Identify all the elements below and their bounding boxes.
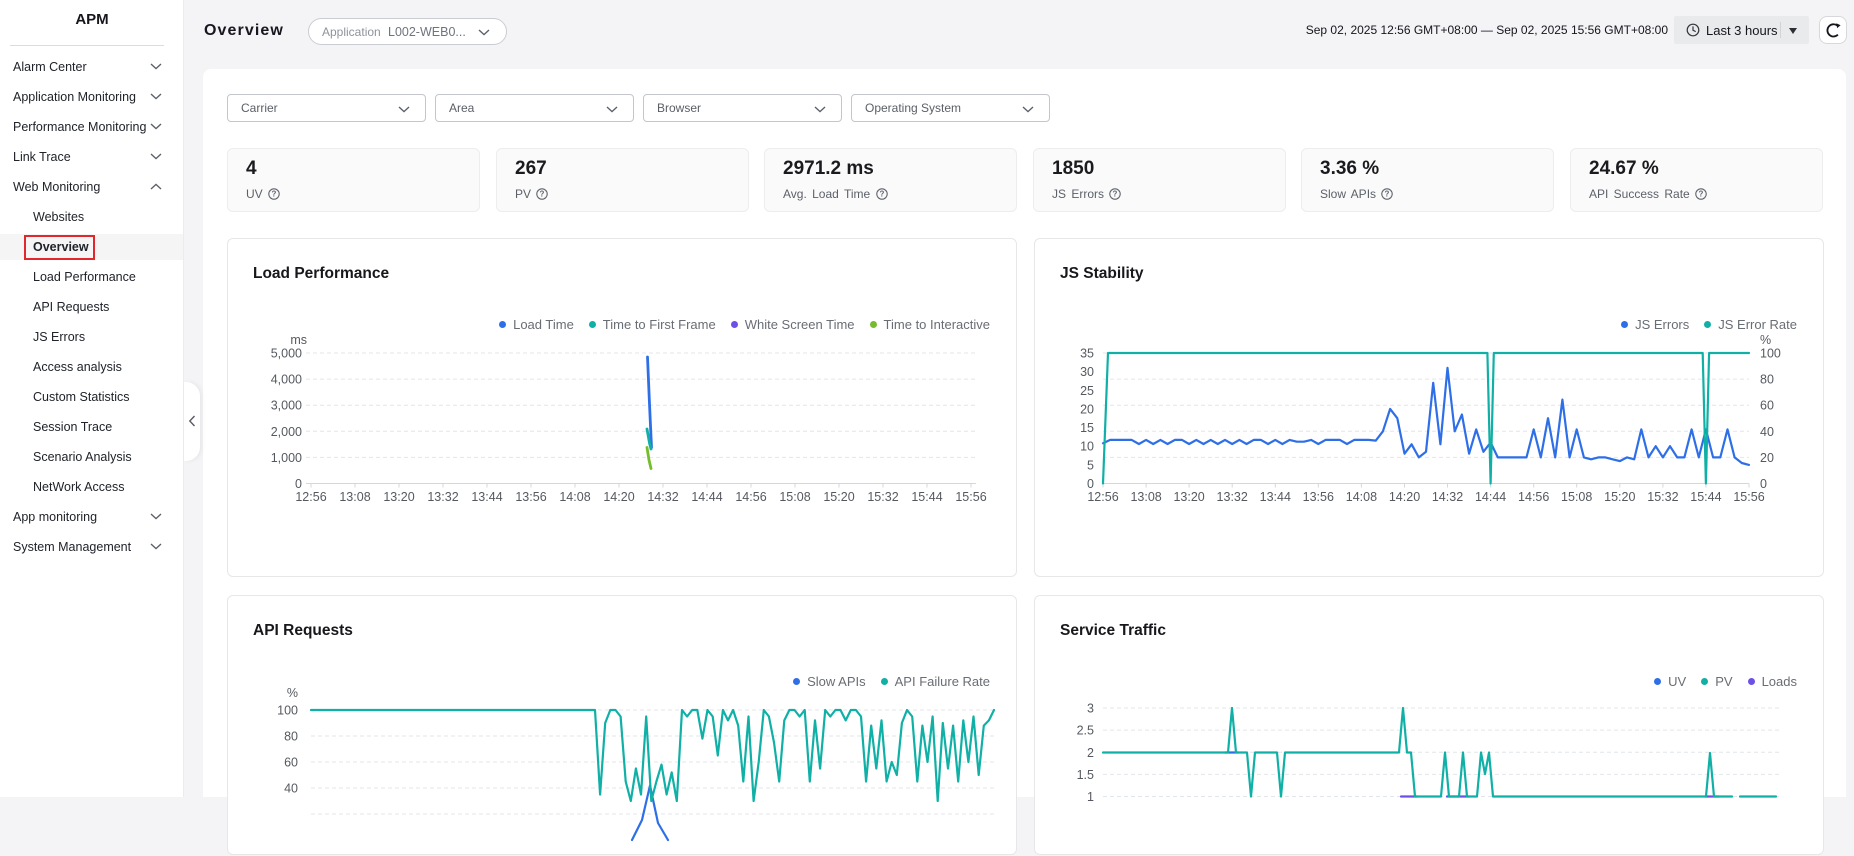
svg-text:15:44: 15:44 [1690, 490, 1721, 504]
svg-text:?: ? [1113, 190, 1118, 199]
svg-text:35: 35 [1080, 347, 1094, 361]
svg-text:13:08: 13:08 [339, 490, 370, 504]
svg-text:14:20: 14:20 [1389, 490, 1420, 504]
svg-text:14:44: 14:44 [691, 490, 722, 504]
svg-text:13:44: 13:44 [471, 490, 502, 504]
svg-text:13:08: 13:08 [1130, 490, 1161, 504]
svg-text:1: 1 [1087, 790, 1094, 804]
svg-text:30: 30 [1080, 365, 1094, 379]
svg-text:?: ? [540, 190, 545, 199]
svg-text:12:56: 12:56 [1087, 490, 1118, 504]
svg-text:13:32: 13:32 [427, 490, 458, 504]
svg-text:60: 60 [284, 756, 298, 770]
svg-text:2,000: 2,000 [271, 425, 302, 439]
svg-text:40: 40 [1760, 425, 1774, 439]
svg-text:4,000: 4,000 [271, 373, 302, 387]
svg-text:100: 100 [277, 704, 298, 718]
svg-text:2: 2 [1087, 746, 1094, 760]
svg-text:3: 3 [1087, 702, 1094, 716]
svg-text:15:08: 15:08 [1561, 490, 1592, 504]
svg-text:3,000: 3,000 [271, 399, 302, 413]
svg-text:15:20: 15:20 [1604, 490, 1635, 504]
svg-text:?: ? [272, 190, 277, 199]
svg-text:1,000: 1,000 [271, 451, 302, 465]
svg-text:13:56: 13:56 [515, 490, 546, 504]
svg-text:%: % [1760, 333, 1771, 347]
svg-text:13:44: 13:44 [1260, 490, 1291, 504]
svg-text:15: 15 [1080, 421, 1094, 435]
svg-text:?: ? [879, 190, 884, 199]
svg-text:20: 20 [1080, 402, 1094, 416]
svg-text:14:32: 14:32 [647, 490, 678, 504]
svg-text:ms: ms [290, 333, 307, 347]
svg-text:80: 80 [1760, 373, 1774, 387]
svg-text:?: ? [1385, 190, 1390, 199]
svg-text:0: 0 [295, 477, 302, 491]
svg-text:5,000: 5,000 [271, 347, 302, 361]
svg-text:10: 10 [1080, 440, 1094, 454]
svg-text:14:32: 14:32 [1432, 490, 1463, 504]
svg-text:60: 60 [1760, 399, 1774, 413]
svg-text:?: ? [1699, 190, 1704, 199]
svg-text:0: 0 [1087, 477, 1094, 491]
svg-text:13:20: 13:20 [383, 490, 414, 504]
svg-text:14:44: 14:44 [1475, 490, 1506, 504]
svg-text:100: 100 [1760, 347, 1781, 361]
svg-text:20: 20 [1760, 451, 1774, 465]
svg-text:15:32: 15:32 [1647, 490, 1678, 504]
svg-text:15:32: 15:32 [867, 490, 898, 504]
svg-text:40: 40 [284, 782, 298, 796]
svg-text:13:56: 13:56 [1303, 490, 1334, 504]
svg-text:5: 5 [1087, 458, 1094, 472]
svg-text:80: 80 [284, 730, 298, 744]
svg-text:14:20: 14:20 [603, 490, 634, 504]
svg-text:13:20: 13:20 [1173, 490, 1204, 504]
svg-text:%: % [287, 686, 298, 700]
svg-text:0: 0 [1760, 477, 1767, 491]
svg-text:12:56: 12:56 [295, 490, 326, 504]
svg-text:15:56: 15:56 [955, 490, 986, 504]
svg-text:13:32: 13:32 [1217, 490, 1248, 504]
svg-text:15:44: 15:44 [911, 490, 942, 504]
svg-text:25: 25 [1080, 384, 1094, 398]
svg-text:14:08: 14:08 [559, 490, 590, 504]
svg-text:15:08: 15:08 [779, 490, 810, 504]
svg-text:14:56: 14:56 [1518, 490, 1549, 504]
svg-text:2.5: 2.5 [1077, 724, 1094, 738]
svg-text:14:08: 14:08 [1346, 490, 1377, 504]
svg-text:14:56: 14:56 [735, 490, 766, 504]
svg-text:15:56: 15:56 [1733, 490, 1764, 504]
svg-text:15:20: 15:20 [823, 490, 854, 504]
svg-text:1.5: 1.5 [1077, 768, 1094, 782]
